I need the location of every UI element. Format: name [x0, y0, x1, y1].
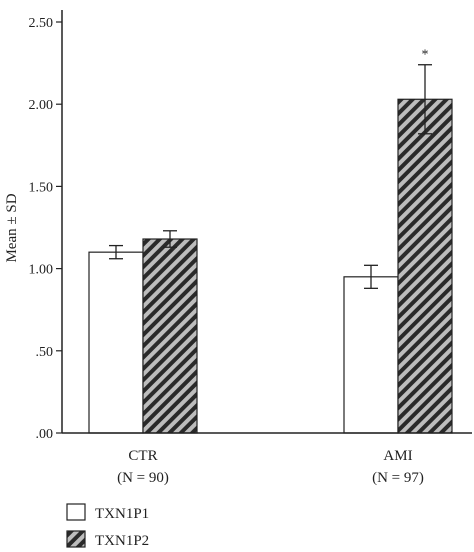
bar-txn1p1-ctr — [88, 251, 144, 434]
y-tick-label: .00 — [36, 427, 54, 442]
y-tick-label: 2.00 — [29, 98, 54, 113]
legend-label-txn1p2: TXN1P2 — [95, 533, 149, 549]
bars — [88, 98, 453, 434]
category-sample-size: (N = 90) — [117, 470, 169, 486]
error-bars — [109, 64, 432, 289]
y-axis-label: Mean ± SD — [4, 193, 20, 262]
bar-txn1p2-ami — [397, 98, 453, 434]
category-labels: CTR (N = 90) AMI (N = 97) — [117, 448, 424, 486]
y-tick-label: 1.00 — [29, 263, 54, 278]
legend: TXN1P1 TXN1P2 — [66, 503, 149, 549]
annotations: * — [422, 48, 429, 63]
significance-marker: * — [422, 48, 429, 63]
category-sample-size: (N = 97) — [372, 470, 424, 486]
y-axis-ticks: .00 .50 1.00 1.50 2.00 2.50 — [29, 16, 62, 442]
y-tick-label: 1.50 — [29, 180, 54, 195]
error-bar-txn1p1-ami — [364, 264, 378, 289]
legend-label-txn1p1: TXN1P1 — [95, 506, 149, 522]
legend-swatch-txn1p2 — [66, 530, 86, 548]
category-label: AMI — [383, 448, 412, 464]
y-tick-label: .50 — [36, 345, 54, 360]
bar-txn1p1-ami — [343, 276, 399, 434]
error-bar-txn1p1-ctr — [109, 244, 123, 260]
bar-txn1p2-ctr — [142, 238, 198, 434]
legend-swatch-txn1p1 — [66, 503, 86, 521]
category-label: CTR — [128, 448, 157, 464]
error-bar-txn1p2-ctr — [163, 230, 177, 248]
y-tick-label: 2.50 — [29, 16, 54, 31]
error-bar-txn1p2-ami — [418, 64, 432, 135]
